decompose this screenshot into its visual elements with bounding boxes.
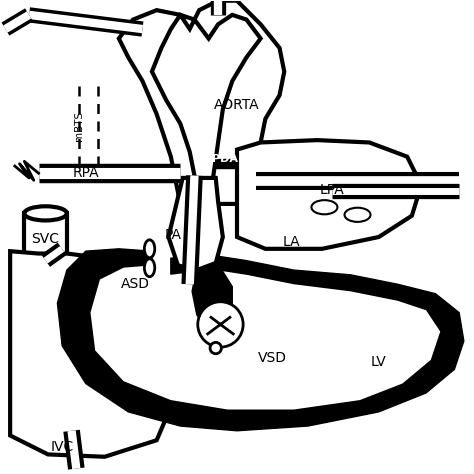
FancyBboxPatch shape [24,213,67,265]
Text: RPA: RPA [73,166,99,180]
Circle shape [198,302,243,347]
Polygon shape [10,251,175,457]
Text: RV: RV [188,350,206,365]
Circle shape [210,342,221,354]
Ellipse shape [145,259,155,277]
Text: RA: RA [64,327,83,341]
Ellipse shape [145,240,155,258]
Text: SVC: SVC [32,232,60,246]
Text: PA: PA [164,228,182,242]
Text: AORTA: AORTA [214,98,260,112]
Ellipse shape [345,208,371,222]
Polygon shape [91,265,440,410]
Text: mBTS: mBTS [74,111,84,141]
Text: LA: LA [283,235,300,249]
Ellipse shape [24,206,67,220]
Text: PDA: PDA [212,154,238,164]
Text: VSD: VSD [258,350,287,365]
Polygon shape [237,140,421,249]
Text: ASD: ASD [121,277,150,291]
Ellipse shape [311,200,337,214]
Polygon shape [57,249,464,431]
Text: IVC: IVC [51,440,74,454]
Polygon shape [168,178,223,270]
Text: LV: LV [371,355,387,369]
Polygon shape [192,268,232,329]
Ellipse shape [24,258,67,273]
Text: LPA: LPA [319,183,344,197]
Polygon shape [119,0,284,204]
Polygon shape [216,159,237,168]
